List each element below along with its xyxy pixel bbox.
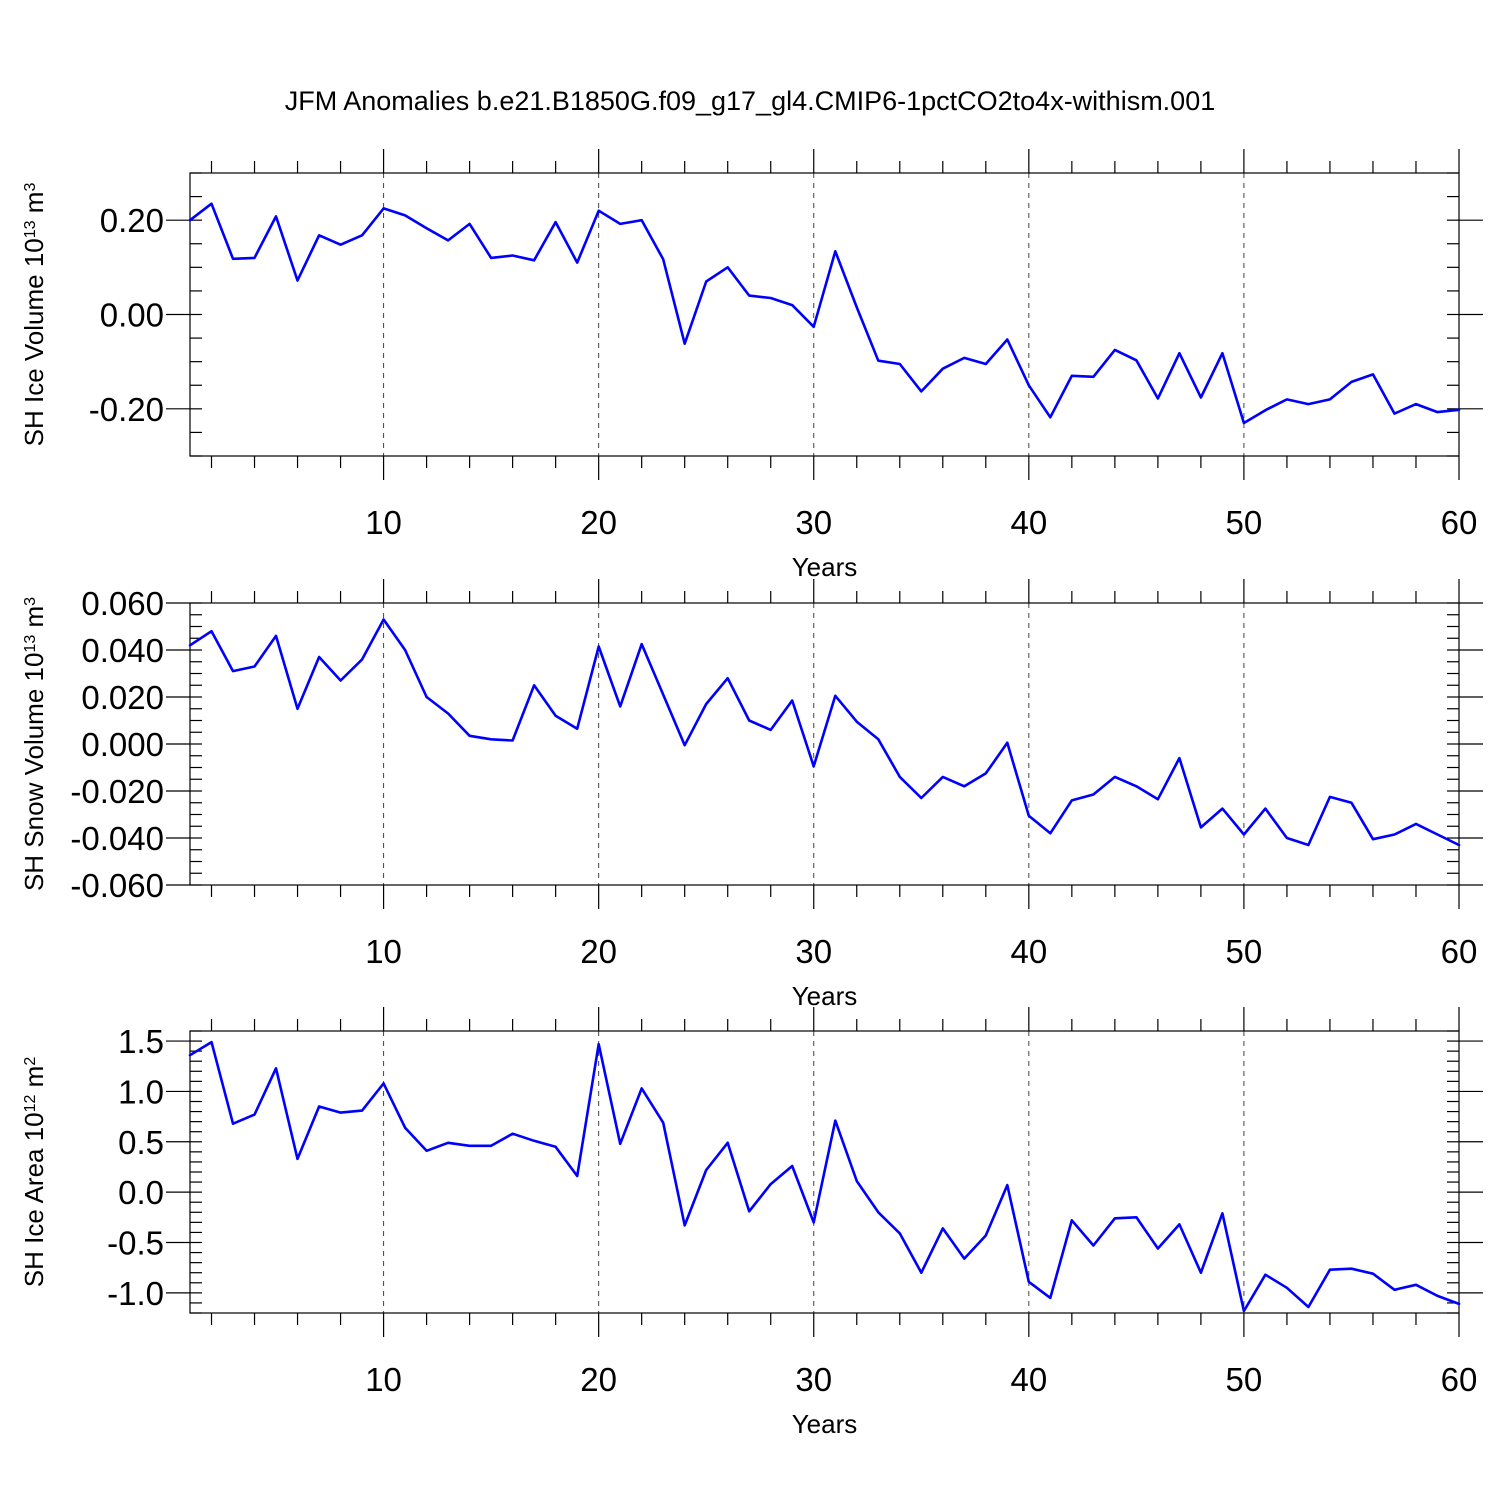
y-tick-label: -0.060	[70, 867, 164, 904]
x-tick-label: 60	[1441, 504, 1478, 541]
y-axis-label: SH Snow Volume 1013 m3	[19, 597, 49, 891]
x-axis-label: Years	[792, 1409, 858, 1439]
x-tick-label: 20	[580, 504, 617, 541]
x-axis-label: Years	[792, 981, 858, 1011]
y-tick-label: 0.040	[81, 632, 164, 669]
x-tick-label: 40	[1010, 504, 1047, 541]
y-tick-label: -0.020	[70, 773, 164, 810]
panel-3: 1.5 1.0 0.5 0.0 -0.5 -1.0 10 20 30 40 50 60 Years SH …	[19, 1007, 1483, 1439]
y-tick-label: -0.5	[107, 1225, 164, 1262]
x-tick-label: 60	[1441, 1361, 1478, 1398]
series-line	[188, 202, 1461, 425]
y-tick-label: 0.020	[81, 679, 164, 716]
y-tick-label: -1.0	[107, 1275, 164, 1312]
plot-frame	[189, 602, 1460, 886]
series-line	[188, 1040, 1461, 1313]
plot-frame	[189, 172, 1460, 457]
y-tick-label: 0.5	[118, 1124, 164, 1161]
chart-title: JFM Anomalies b.e21.B1850G.f09_g17_gl4.C…	[285, 86, 1216, 116]
y-tick-label: 0.000	[81, 726, 164, 763]
x-tick-label: 10	[365, 1361, 402, 1398]
y-tick-label: -0.040	[70, 820, 164, 857]
y-axis-label: SH Ice Area 1012 m2	[19, 1057, 49, 1288]
y-tick-label: 0.0	[118, 1174, 164, 1211]
y-tick-label: 1.5	[118, 1023, 164, 1060]
y-tick-label: 0.00	[100, 297, 164, 334]
y-tick-label: 1.0	[118, 1073, 164, 1110]
x-tick-label: 10	[365, 933, 402, 970]
y-axis-label: SH Ice Volume 1013 m3	[19, 183, 49, 447]
panels: 0.20 0.00 -0.20 10 20 30 40 50 60 Years SH Ice Vol…	[19, 149, 1483, 1439]
x-tick-label: 10	[365, 504, 402, 541]
series-line	[188, 618, 1461, 847]
panel-1: 0.20 0.00 -0.20 10 20 30 40 50 60 Years SH Ice Vol…	[19, 149, 1483, 582]
x-tick-label: 30	[795, 933, 832, 970]
x-tick-label: 60	[1441, 933, 1478, 970]
x-tick-label: 30	[795, 1361, 832, 1398]
x-tick-label: 20	[580, 1361, 617, 1398]
x-tick-label: 20	[580, 933, 617, 970]
x-tick-label: 40	[1010, 933, 1047, 970]
x-tick-label: 40	[1010, 1361, 1047, 1398]
y-tick-label: 0.20	[100, 202, 164, 239]
panel-2: 0.060 0.040 0.020 0.000 -0.020 -0.040 -0.060 10…	[19, 579, 1483, 1011]
x-tick-label: 30	[795, 504, 832, 541]
x-tick-label: 50	[1226, 504, 1263, 541]
y-tick-label: 0.060	[81, 585, 164, 622]
x-axis-label: Years	[792, 552, 858, 582]
x-tick-label: 50	[1226, 933, 1263, 970]
y-tick-label: -0.20	[89, 391, 164, 428]
x-tick-label: 50	[1226, 1361, 1263, 1398]
